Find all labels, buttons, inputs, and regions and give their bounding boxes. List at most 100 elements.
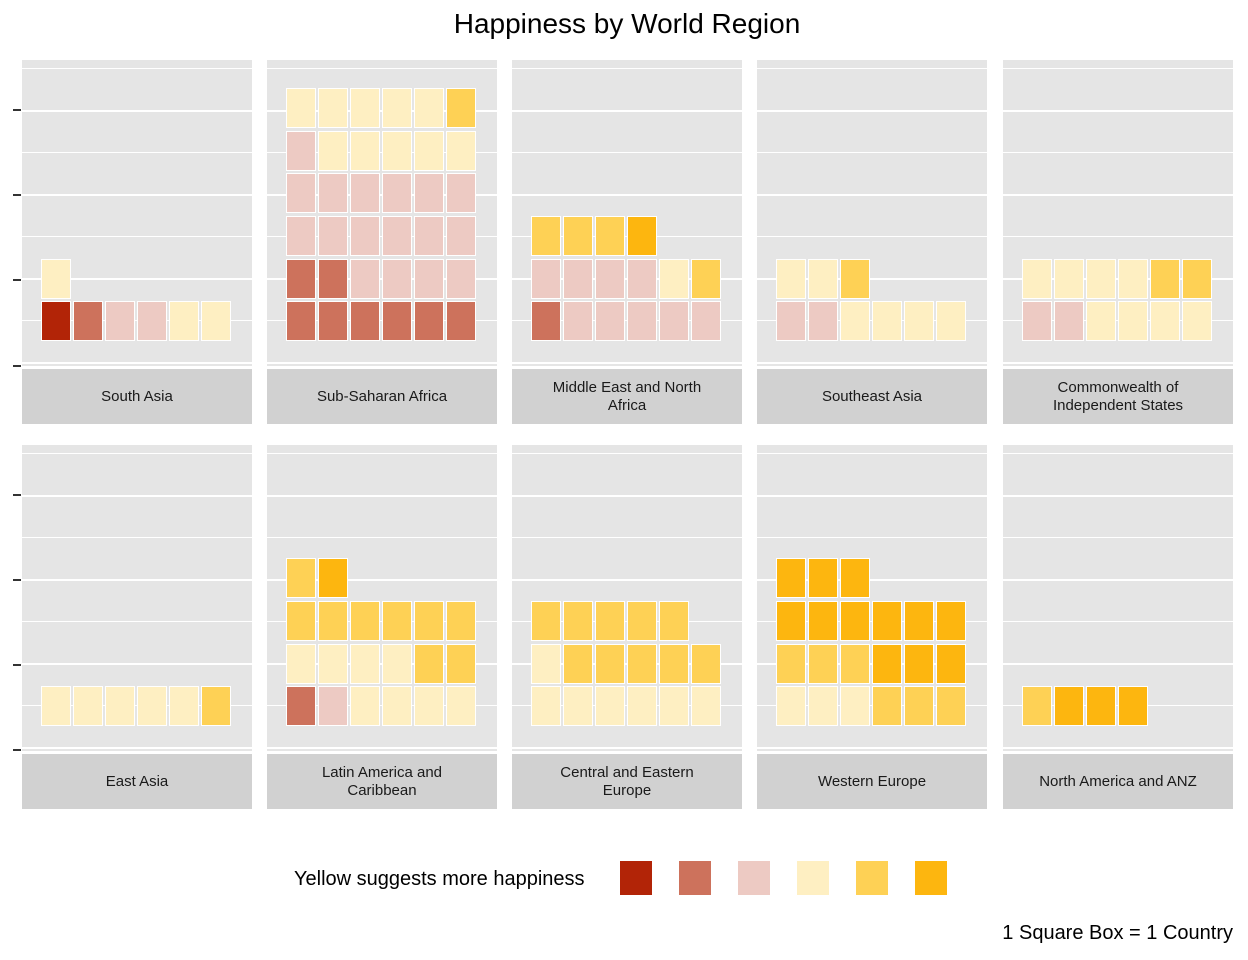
- waffle-square: [872, 301, 902, 342]
- gridline: [757, 110, 987, 112]
- panel-plot-area: [22, 445, 252, 751]
- panel-plot-area: [267, 60, 497, 366]
- waffle-square: [446, 600, 476, 641]
- facet-label-line: North America and ANZ: [1039, 772, 1197, 790]
- facet-panel: Sub-Saharan Africa: [267, 60, 497, 430]
- waffle-square: [1086, 258, 1116, 299]
- waffle-square: [446, 130, 476, 171]
- gridline: [22, 194, 252, 196]
- panel-plot-area: [1003, 60, 1233, 366]
- waffle-square: [840, 686, 870, 727]
- waffle-square: [627, 258, 657, 299]
- waffle-square: [382, 87, 412, 128]
- waffle-square: [595, 301, 625, 342]
- gridline: [512, 537, 742, 538]
- waffle-square: [350, 643, 380, 684]
- gridline: [512, 194, 742, 196]
- waffle-square: [872, 643, 902, 684]
- gridline: [757, 152, 987, 153]
- waffle-square: [627, 215, 657, 256]
- gridline: [757, 579, 987, 581]
- panel-plot-area: [22, 60, 252, 366]
- waffle-square: [840, 643, 870, 684]
- facet-label-line: Sub-Saharan Africa: [316, 387, 448, 405]
- y-axis-tick: [13, 279, 21, 281]
- waffle-square: [691, 301, 721, 342]
- waffle-square: [286, 87, 316, 128]
- waffle-square: [1022, 301, 1052, 342]
- waffle-square: [808, 600, 838, 641]
- waffle-square: [659, 258, 689, 299]
- facet-strip-label: Middle East and North Africa: [512, 369, 742, 424]
- waffle-square: [446, 258, 476, 299]
- waffle-square: [201, 301, 231, 342]
- waffle-square: [286, 558, 316, 599]
- waffle-square: [446, 173, 476, 214]
- gridline: [512, 362, 742, 364]
- waffle-square: [318, 600, 348, 641]
- legend: Yellow suggests more happiness: [0, 858, 1248, 898]
- waffle-square: [1118, 258, 1148, 299]
- waffle-square: [318, 87, 348, 128]
- waffle-square: [350, 258, 380, 299]
- facet-strip-label: Central and Eastern Europe: [512, 754, 742, 809]
- waffle-square: [318, 258, 348, 299]
- waffle-square: [286, 686, 316, 727]
- waffle-square: [73, 301, 103, 342]
- waffle-square: [318, 686, 348, 727]
- waffle-square: [776, 258, 806, 299]
- waffle-square: [531, 643, 561, 684]
- facet-strip-label: Sub-Saharan Africa: [267, 369, 497, 424]
- caption: 1 Square Box = 1 Country: [1002, 922, 1233, 944]
- facet-strip-label: Commonwealth of Independent States: [1003, 369, 1233, 424]
- waffle-square: [350, 686, 380, 727]
- waffle-square: [286, 301, 316, 342]
- waffle-square: [350, 215, 380, 256]
- waffle-square: [563, 258, 593, 299]
- waffle-square: [808, 643, 838, 684]
- gridline: [757, 537, 987, 538]
- gridline: [1003, 362, 1233, 364]
- waffle-square: [414, 215, 444, 256]
- gridline: [267, 537, 497, 538]
- y-axis-tick: [13, 749, 21, 751]
- facet-label-line: Latin America and: [321, 763, 443, 781]
- gridline: [757, 453, 987, 454]
- waffle-square: [872, 686, 902, 727]
- facet-label-line: Central and Eastern: [560, 763, 694, 781]
- waffle-square: [201, 686, 231, 727]
- gridline: [1003, 621, 1233, 622]
- gridline: [267, 579, 497, 581]
- waffle-square: [350, 600, 380, 641]
- waffle-square: [350, 130, 380, 171]
- facet-label-line: East Asia: [105, 772, 169, 790]
- waffle-square: [936, 643, 966, 684]
- gridline: [1003, 495, 1233, 497]
- waffle-square: [169, 301, 199, 342]
- waffle-square: [563, 301, 593, 342]
- facet-strip-label: South Asia: [22, 369, 252, 424]
- waffle-square: [872, 600, 902, 641]
- waffle-square: [904, 643, 934, 684]
- panel-plot-area: [267, 445, 497, 751]
- waffle-square: [627, 686, 657, 727]
- waffle-square: [41, 686, 71, 727]
- waffle-square: [595, 258, 625, 299]
- waffle-square: [105, 686, 135, 727]
- facet-label-line: South Asia: [101, 387, 173, 405]
- y-axis-tick: [13, 494, 21, 496]
- waffle-square: [1022, 686, 1052, 727]
- waffle-square: [382, 600, 412, 641]
- legend-key: [737, 860, 771, 896]
- facet-panel: Commonwealth of Independent States: [1003, 60, 1233, 430]
- waffle-square: [105, 301, 135, 342]
- waffle-square: [73, 686, 103, 727]
- gridline: [1003, 537, 1233, 538]
- waffle-square: [627, 301, 657, 342]
- waffle-square: [382, 686, 412, 727]
- gridline: [757, 194, 987, 196]
- waffle-square: [382, 643, 412, 684]
- gridline: [22, 236, 252, 237]
- facet-panel: North America and ANZ: [1003, 445, 1233, 815]
- waffle-square: [318, 130, 348, 171]
